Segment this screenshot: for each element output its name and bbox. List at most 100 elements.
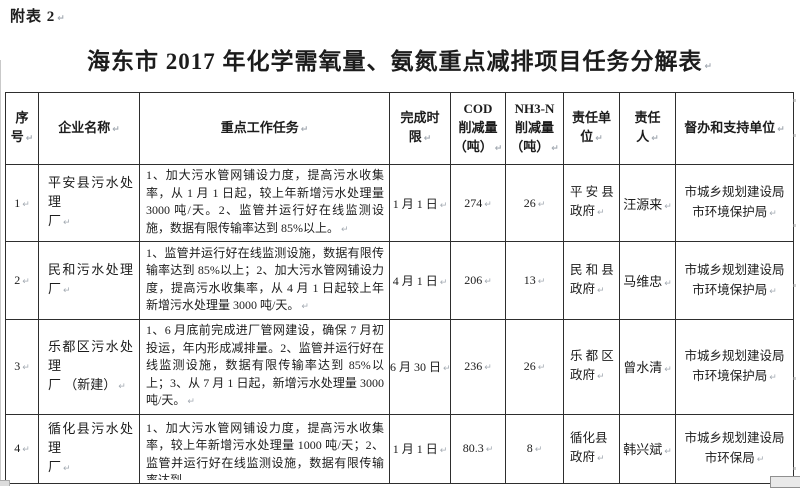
cod-reduction-cell: 80.3 ↵ <box>450 413 506 484</box>
enterprise-name-cell: 平安县污水处理 厂 ↵ <box>38 164 140 242</box>
tasks-text: 1、监管并运行好在线监测设施，数据有限传输率达到 85%以上；2、加大污水管网铺… <box>146 245 384 313</box>
responsible-person-cell: 汪源来 ↵ <box>619 164 676 242</box>
formatting-mark: ↵ <box>597 453 605 464</box>
col-header-serial: 序 号 ↵ <box>5 92 39 165</box>
formatting-mark: ↵ <box>341 224 349 235</box>
formatting-mark: ↵ <box>485 445 494 455</box>
task-breakdown-table: 序 号 ↵ 企业名称 ↵ 重点工作任务 ↵ 完成时 限 ↵ COD 削减量 （吨） ↵ N… <box>5 92 794 484</box>
row-end-mark <box>793 467 796 470</box>
formatting-mark: ↵ <box>484 199 492 210</box>
formatting-mark: ↵ <box>22 277 30 287</box>
formatting-mark: ↵ <box>664 365 672 376</box>
formatting-mark: ↵ <box>63 218 71 228</box>
responsible-person-cell: 曾水清 ↵ <box>619 319 676 415</box>
formatting-mark: ↵ <box>484 277 492 287</box>
formatting-mark: ↵ <box>22 363 30 374</box>
responsible-person-cell: 马维忠 ↵ <box>619 241 676 320</box>
formatting-mark: ↵ <box>484 363 492 374</box>
table-row: 3 ↵ 乐都区污水处理 厂 （新建） ↵ 1、6 月底前完成进厂管网建设，确保 7 … <box>5 319 794 415</box>
enterprise-name-cell: 乐都区污水处理 厂 （新建） ↵ <box>38 319 140 415</box>
nh3n-reduction-cell: 26 ↵ <box>505 164 564 242</box>
deadline-cell: 1 月 1 日 ↵ <box>389 413 451 484</box>
support-units-cell: 市城乡规划建设局 市环境保护局 ↵ <box>675 319 794 415</box>
page-left-edge <box>0 60 1 480</box>
formatting-mark: ↵ <box>537 277 546 287</box>
formatting-mark: ↵ <box>494 143 503 154</box>
support-units-cell: 市城乡规划建设局 市环境保护局 ↵ <box>675 164 794 242</box>
col-header-responsible-person: 责任 人 ↵ <box>619 92 676 165</box>
formatting-mark: ↵ <box>25 134 34 144</box>
formatting-mark: ↵ <box>63 463 71 474</box>
serial-cell: 3 ↵ <box>5 319 39 415</box>
tasks-cell: 1、加大污水管网铺设力度，提高污水收集率，较上年新增污水处理量 1000 吨/天… <box>139 413 390 484</box>
col-header-responsible-unit: 责任单 位 ↵ <box>563 92 620 165</box>
tasks-cell: 1、加大污水管网铺设力度，提高污水收集率，从 1 月 1 日起，较上年新增污水处… <box>139 164 390 242</box>
col-header-enterprise: 企业名称 ↵ <box>38 92 140 165</box>
formatting-mark: ↵ <box>57 14 66 24</box>
support-units-cell: 市城乡规划建设局 市环保局 ↵ <box>675 413 794 484</box>
row-end-mark <box>793 224 796 227</box>
formatting-mark: ↵ <box>534 445 543 455</box>
formatting-mark: ↵ <box>769 372 777 383</box>
formatting-mark: ↵ <box>595 134 603 144</box>
nh3n-reduction-cell: 8 ↵ <box>505 413 564 484</box>
formatting-mark: ↵ <box>22 445 30 455</box>
enterprise-name-cell: 循化县污水处理 厂 ↵ <box>38 413 140 484</box>
formatting-mark: ↵ <box>118 381 126 392</box>
formatting-mark: ↵ <box>664 447 672 457</box>
table-row: 4 ↵ 循化县污水处理 厂 ↵ 1、加大污水管网铺设力度，提高污水收集率，较上年新增… <box>5 413 794 484</box>
formatting-mark: ↵ <box>537 199 546 210</box>
formatting-mark: ↵ <box>597 208 605 218</box>
formatting-mark: ↵ <box>443 364 451 375</box>
row-end-mark <box>793 99 796 102</box>
page-title: 海东市 2017 年化学需氧量、氨氮重点减排项目任务分解表 ↵ <box>86 49 714 74</box>
tasks-cell: 1、监管并运行好在线监测设施，数据有限传输率达到 85%以上；2、加大污水管网铺… <box>139 241 390 320</box>
formatting-mark: ↵ <box>551 143 559 154</box>
formatting-mark: ↵ <box>597 371 605 382</box>
formatting-mark: ↵ <box>300 124 309 135</box>
nh3n-reduction-cell: 13 ↵ <box>505 241 564 320</box>
scroll-fragment <box>770 476 800 488</box>
col-header-cod: COD 削减量 （吨） ↵ <box>450 92 506 165</box>
serial-cell: 2 ↵ <box>5 241 39 320</box>
tasks-text: 1、6 月底前完成进厂管网建设，确保 7 月初投运，年内形成减排量。2、监管并运… <box>146 323 384 407</box>
row-end-mark <box>793 377 796 380</box>
cod-reduction-cell: 206 ↵ <box>450 241 506 320</box>
enterprise-name-cell: 民和污水处理厂 ↵ <box>38 241 140 320</box>
serial-cell: 1 ↵ <box>5 164 39 242</box>
tasks-text: 1、加大污水管网铺设力度，提高污水收集率，从 1 月 1 日起，较上年新增污水处… <box>146 168 384 235</box>
row-end-mark <box>793 284 796 287</box>
formatting-mark: ↵ <box>756 454 765 465</box>
formatting-mark: ↵ <box>664 279 672 289</box>
formatting-mark: ↵ <box>63 286 71 296</box>
row-end-mark <box>793 134 796 137</box>
responsible-unit-cell: 平 安 县 政府 ↵ <box>563 164 620 242</box>
table-handle-fragment <box>0 480 10 486</box>
tasks-text: 1、加大污水管网铺设力度，提高污水收集率，较上年新增污水处理量 1000 吨/天… <box>146 420 384 480</box>
formatting-mark: ↵ <box>704 62 714 72</box>
formatting-mark: ↵ <box>112 124 120 135</box>
responsible-unit-cell: 民 和 县 政府 ↵ <box>563 241 620 320</box>
formatting-mark: ↵ <box>187 397 195 407</box>
formatting-mark: ↵ <box>537 363 546 374</box>
responsible-person-cell: 韩兴斌 ↵ <box>619 413 676 484</box>
col-header-deadline: 完成时 限 ↵ <box>389 92 451 165</box>
nh3n-reduction-cell: 26 ↵ <box>505 319 564 415</box>
deadline-cell: 6 月 30 日 ↵ <box>389 319 451 415</box>
support-units-cell: 市城乡规划建设局 市环境保护局 ↵ <box>675 241 794 320</box>
formatting-mark: ↵ <box>597 285 605 296</box>
col-header-tasks: 重点工作任务 ↵ <box>139 92 390 165</box>
table-row: 1 ↵ 平安县污水处理 厂 ↵ 1、加大污水管网铺设力度，提高污水收集率，从 1 月… <box>5 164 794 242</box>
formatting-mark: ↵ <box>423 134 432 144</box>
annex-label: 附表 2 ↵ <box>10 9 66 25</box>
formatting-mark: ↵ <box>664 201 672 212</box>
responsible-unit-cell: 乐 都 区 政府 ↵ <box>563 319 620 415</box>
tasks-cell: 1、6 月底前完成进厂管网建设，确保 7 月初投运，年内形成减排量。2、监管并运… <box>139 319 390 415</box>
col-header-support-units: 督办和支持单位 ↵ <box>675 92 794 165</box>
deadline-cell: 4 月 1 日 ↵ <box>389 241 451 320</box>
formatting-mark: ↵ <box>769 209 777 219</box>
cod-reduction-cell: 274 ↵ <box>450 164 506 242</box>
responsible-unit-cell: 循化县 政府 ↵ <box>563 413 620 484</box>
col-header-nh3n: NH3-N 削减量 （吨） ↵ <box>505 92 564 165</box>
formatting-mark: ↵ <box>439 200 448 211</box>
